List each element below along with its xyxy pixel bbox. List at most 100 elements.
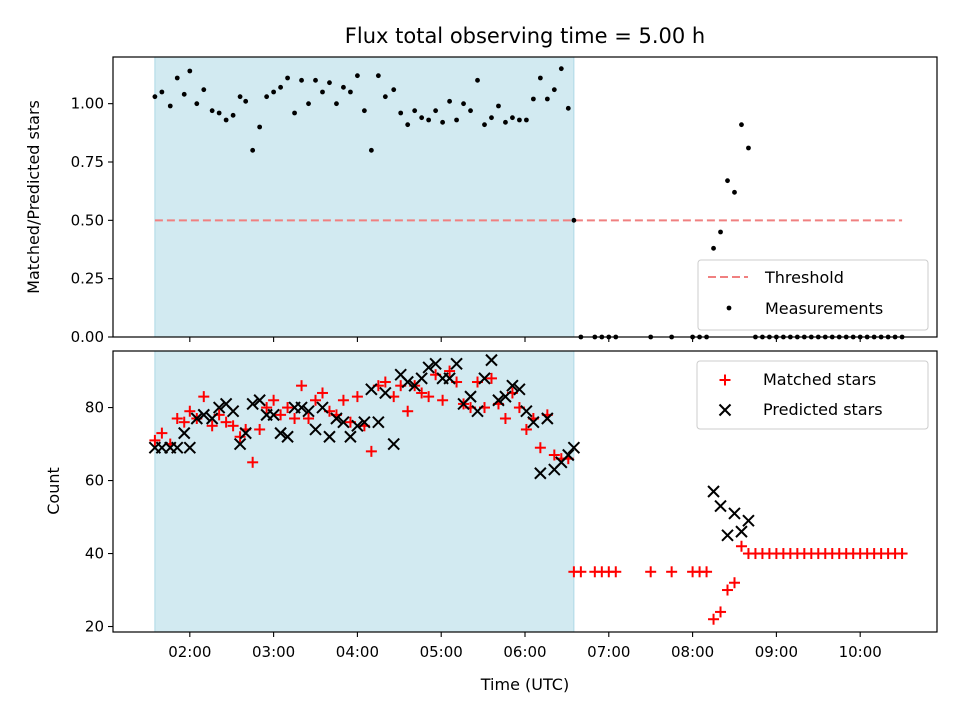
- measurement-point: [327, 80, 332, 86]
- matched-star-point: [708, 613, 720, 625]
- matched-star-point: [178, 416, 190, 428]
- predicted-star-point: [226, 405, 240, 418]
- counts-legend-box: [696, 360, 929, 430]
- x-marker-b: [226, 405, 240, 418]
- predicted-star-point: [422, 361, 435, 374]
- matched-star-point: [198, 391, 210, 403]
- predicted-star-point: [337, 415, 350, 429]
- x-marker-b: [274, 426, 287, 440]
- measurement-point: [361, 108, 367, 114]
- measurement-point: [313, 77, 318, 83]
- predicted-star-point: [171, 441, 184, 454]
- x-marker-b: [183, 441, 197, 454]
- measurement-point: [223, 117, 229, 123]
- predicted-star-point: [316, 401, 329, 414]
- measurement-point: [739, 122, 744, 128]
- measurement-point: [725, 178, 730, 184]
- measurement-point: [537, 75, 543, 81]
- measurement-point: [348, 89, 353, 95]
- predicted-star-point: [274, 426, 287, 440]
- measurement-point: [440, 119, 445, 125]
- x-marker-b: [707, 485, 720, 498]
- x-marker-b: [513, 383, 526, 396]
- matched-star-point: [310, 394, 322, 406]
- measurement-point: [419, 115, 425, 121]
- x-marker-b: [302, 405, 315, 418]
- matched-star-point: [575, 566, 587, 578]
- x-marker-b: [295, 401, 308, 414]
- x-tick-label: 07:00: [587, 643, 630, 661]
- x-marker-b: [394, 368, 407, 381]
- x-marker-b: [415, 372, 428, 385]
- matched-star-point: [485, 372, 497, 384]
- matched-star-point: [548, 449, 560, 461]
- matched-star-point: [254, 423, 266, 435]
- measurement-point: [746, 145, 751, 151]
- matched-star-point: [499, 413, 511, 425]
- measurement-point: [711, 245, 716, 251]
- measurement-point: [461, 101, 466, 107]
- measurement-point: [475, 77, 480, 83]
- predicted-star-point: [344, 430, 357, 443]
- matched-star-point: [701, 566, 713, 578]
- ratio-y-ticks: 0.00 0.25 0.50 0.75 1.00: [71, 95, 113, 346]
- measurement-point: [510, 115, 515, 121]
- measurement-point: [503, 119, 508, 125]
- matched-star-point: [666, 566, 678, 578]
- matched-star-point: [303, 413, 315, 425]
- x-marker-b: [190, 412, 204, 425]
- matched-star-point: [261, 402, 273, 414]
- predicted-star-point: [735, 525, 748, 538]
- matched-star-point: [610, 566, 622, 578]
- measurement-point: [257, 124, 263, 130]
- x-marker-b: [197, 408, 210, 422]
- x-marker-b: [401, 375, 414, 389]
- predicted-star-point: [323, 430, 336, 443]
- measurement-point: [489, 115, 494, 121]
- x-marker-b: [562, 448, 575, 462]
- x-marker-b: [492, 394, 505, 407]
- matched-star-point: [184, 405, 196, 417]
- measurement-point: [482, 122, 487, 128]
- x-marker-b: [351, 419, 364, 433]
- predicted-star-point: [205, 412, 219, 425]
- measurement-point: [468, 108, 473, 114]
- x-marker-b: [323, 430, 336, 443]
- predicted-star-point: [527, 415, 540, 429]
- predicted-star-point: [728, 507, 741, 520]
- x-marker-b: [253, 394, 266, 407]
- predicted-star-point: [233, 437, 247, 451]
- matched-star-point: [156, 427, 168, 439]
- predicted-star-point: [372, 415, 385, 429]
- ratio-y-tick-label: 0.50: [71, 211, 104, 229]
- matched-star-point: [247, 456, 259, 468]
- legend-measurements-swatch: [726, 305, 732, 311]
- ratio-y-tick-label: 0.00: [71, 328, 104, 346]
- x-tick-label: 05:00: [420, 643, 463, 661]
- measurement-point: [368, 147, 374, 153]
- measurement-point: [292, 110, 297, 116]
- matched-star-point: [444, 365, 456, 377]
- x-marker-b: [735, 525, 748, 538]
- x-marker-b: [379, 386, 392, 400]
- predicted-star-point: [499, 390, 512, 403]
- predicted-star-point: [178, 426, 191, 440]
- measurement-point: [299, 77, 304, 83]
- x-tick-label: 06:00: [503, 643, 546, 661]
- chart-title: Flux total observing time = 5.00 h: [345, 24, 705, 48]
- x-tick-label: 09:00: [755, 643, 798, 661]
- measurement-point: [718, 229, 723, 235]
- predicted-star-point: [520, 405, 533, 418]
- x-tick-label: 08:00: [671, 643, 714, 661]
- matched-star-point: [402, 405, 414, 417]
- predicted-star-point: [450, 357, 463, 370]
- predicted-star-point: [567, 441, 581, 454]
- predicted-star-point: [330, 412, 343, 425]
- predicted-star-point: [253, 394, 266, 407]
- measurement-point: [320, 89, 325, 95]
- measurement-point: [334, 101, 339, 107]
- predicted-star-point: [302, 405, 315, 418]
- ratio-y-tick-label: 0.25: [71, 270, 104, 288]
- x-marker-b: [219, 397, 233, 411]
